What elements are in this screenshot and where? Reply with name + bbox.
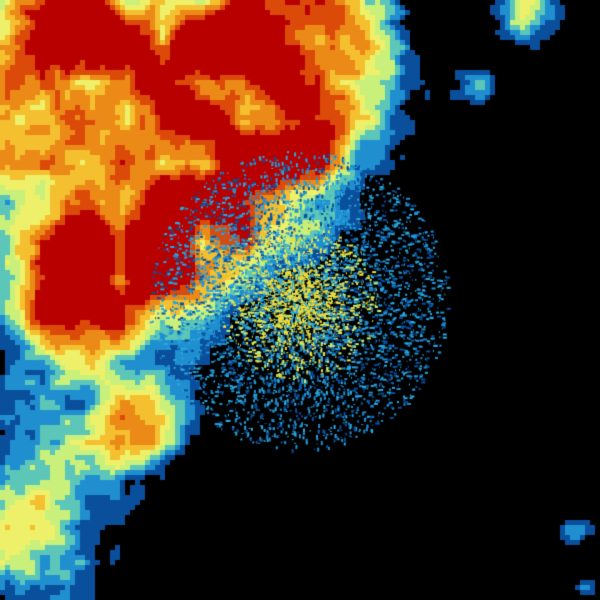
radar-image (0, 0, 600, 600)
radar-reflectivity-canvas (0, 0, 600, 600)
